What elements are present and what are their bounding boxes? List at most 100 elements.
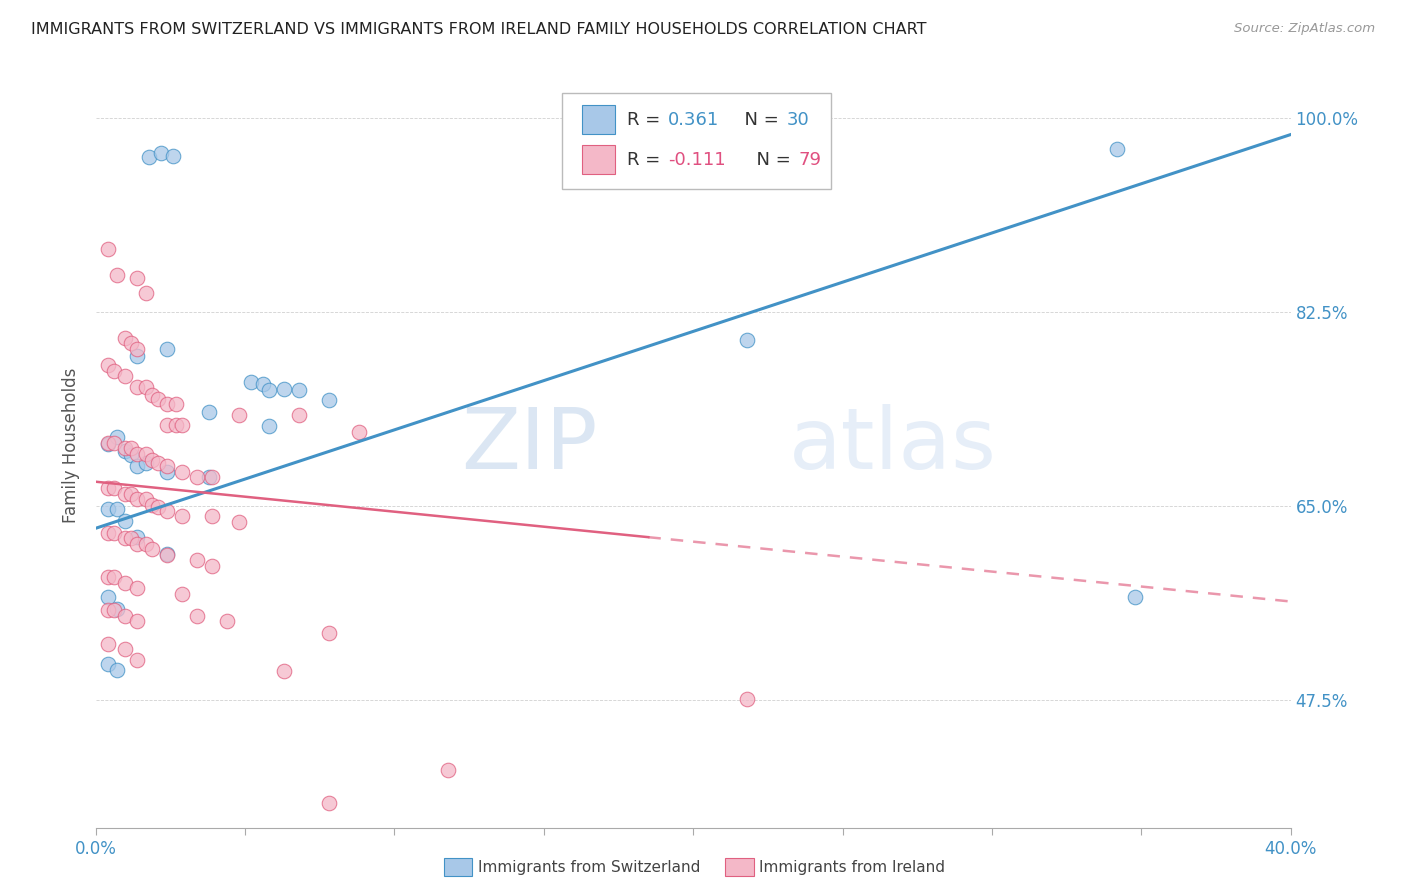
- Point: [257, 419, 280, 434]
- Point: [127, 653, 149, 667]
- Point: [1107, 142, 1129, 156]
- Point: [437, 763, 460, 777]
- Point: [198, 405, 221, 419]
- Point: [156, 418, 179, 433]
- Point: [96, 358, 120, 372]
- Point: [96, 590, 120, 604]
- Point: [318, 797, 340, 811]
- Point: [127, 581, 149, 595]
- Point: [105, 502, 128, 516]
- Point: [96, 637, 120, 651]
- Point: [114, 330, 136, 344]
- Point: [127, 270, 149, 285]
- Point: [114, 575, 136, 590]
- Point: [288, 383, 311, 397]
- Point: [127, 537, 149, 551]
- Point: [127, 350, 149, 364]
- Point: [201, 470, 224, 484]
- Point: [162, 148, 184, 162]
- Text: 30: 30: [786, 111, 808, 128]
- Text: ZIP: ZIP: [461, 403, 598, 487]
- Point: [1125, 590, 1147, 604]
- Text: Immigrants from Ireland: Immigrants from Ireland: [759, 860, 945, 874]
- Point: [121, 487, 143, 501]
- Point: [127, 380, 149, 394]
- Text: N =: N =: [745, 151, 796, 169]
- Point: [103, 481, 125, 495]
- Point: [96, 502, 120, 516]
- Text: atlas: atlas: [789, 403, 997, 487]
- Point: [114, 369, 136, 384]
- Point: [141, 498, 163, 512]
- Point: [96, 603, 120, 617]
- Point: [186, 470, 208, 484]
- Point: [103, 603, 125, 617]
- Point: [121, 336, 143, 351]
- Point: [96, 525, 120, 540]
- Point: [103, 570, 125, 584]
- Text: N =: N =: [733, 111, 785, 128]
- Point: [201, 509, 224, 524]
- Point: [96, 437, 120, 451]
- Point: [735, 692, 758, 706]
- Point: [114, 514, 136, 528]
- Point: [114, 487, 136, 501]
- Point: [135, 492, 157, 507]
- Point: [273, 665, 295, 679]
- Point: [198, 470, 221, 484]
- Text: 0.361: 0.361: [668, 111, 720, 128]
- Point: [135, 456, 157, 470]
- Point: [257, 383, 280, 397]
- Point: [138, 150, 160, 164]
- Point: [165, 397, 187, 411]
- Point: [121, 442, 143, 456]
- Text: R =: R =: [627, 111, 666, 128]
- Point: [156, 459, 179, 474]
- Point: [121, 448, 143, 462]
- Text: R =: R =: [627, 151, 666, 169]
- Point: [141, 542, 163, 557]
- Point: [156, 503, 179, 517]
- Text: 79: 79: [799, 151, 821, 169]
- Point: [96, 657, 120, 671]
- Point: [96, 481, 120, 495]
- Point: [114, 443, 136, 458]
- Point: [135, 380, 157, 394]
- Point: [105, 430, 128, 444]
- Point: [96, 242, 120, 256]
- Point: [96, 570, 120, 584]
- Point: [156, 547, 179, 561]
- Point: [103, 364, 125, 378]
- Point: [121, 531, 143, 545]
- Point: [318, 625, 340, 640]
- Point: [127, 615, 149, 629]
- Point: [156, 342, 179, 356]
- FancyBboxPatch shape: [562, 93, 831, 189]
- Point: [127, 492, 149, 507]
- Point: [228, 515, 250, 529]
- Point: [141, 452, 163, 467]
- Text: Immigrants from Switzerland: Immigrants from Switzerland: [478, 860, 700, 874]
- Point: [186, 553, 208, 567]
- Point: [114, 642, 136, 657]
- Text: Source: ZipAtlas.com: Source: ZipAtlas.com: [1234, 22, 1375, 36]
- Point: [288, 408, 311, 422]
- Point: [148, 500, 170, 515]
- Point: [156, 465, 179, 479]
- Point: [165, 418, 187, 433]
- Point: [252, 377, 274, 392]
- Point: [114, 531, 136, 545]
- Point: [148, 392, 170, 406]
- Point: [172, 509, 194, 524]
- Point: [141, 388, 163, 402]
- Point: [127, 530, 149, 544]
- Point: [156, 548, 179, 562]
- Point: [273, 382, 295, 396]
- Point: [347, 425, 370, 439]
- Point: [135, 447, 157, 461]
- Text: -0.111: -0.111: [668, 151, 725, 169]
- Point: [127, 342, 149, 356]
- Point: [127, 447, 149, 461]
- Point: [186, 608, 208, 623]
- Point: [228, 408, 250, 422]
